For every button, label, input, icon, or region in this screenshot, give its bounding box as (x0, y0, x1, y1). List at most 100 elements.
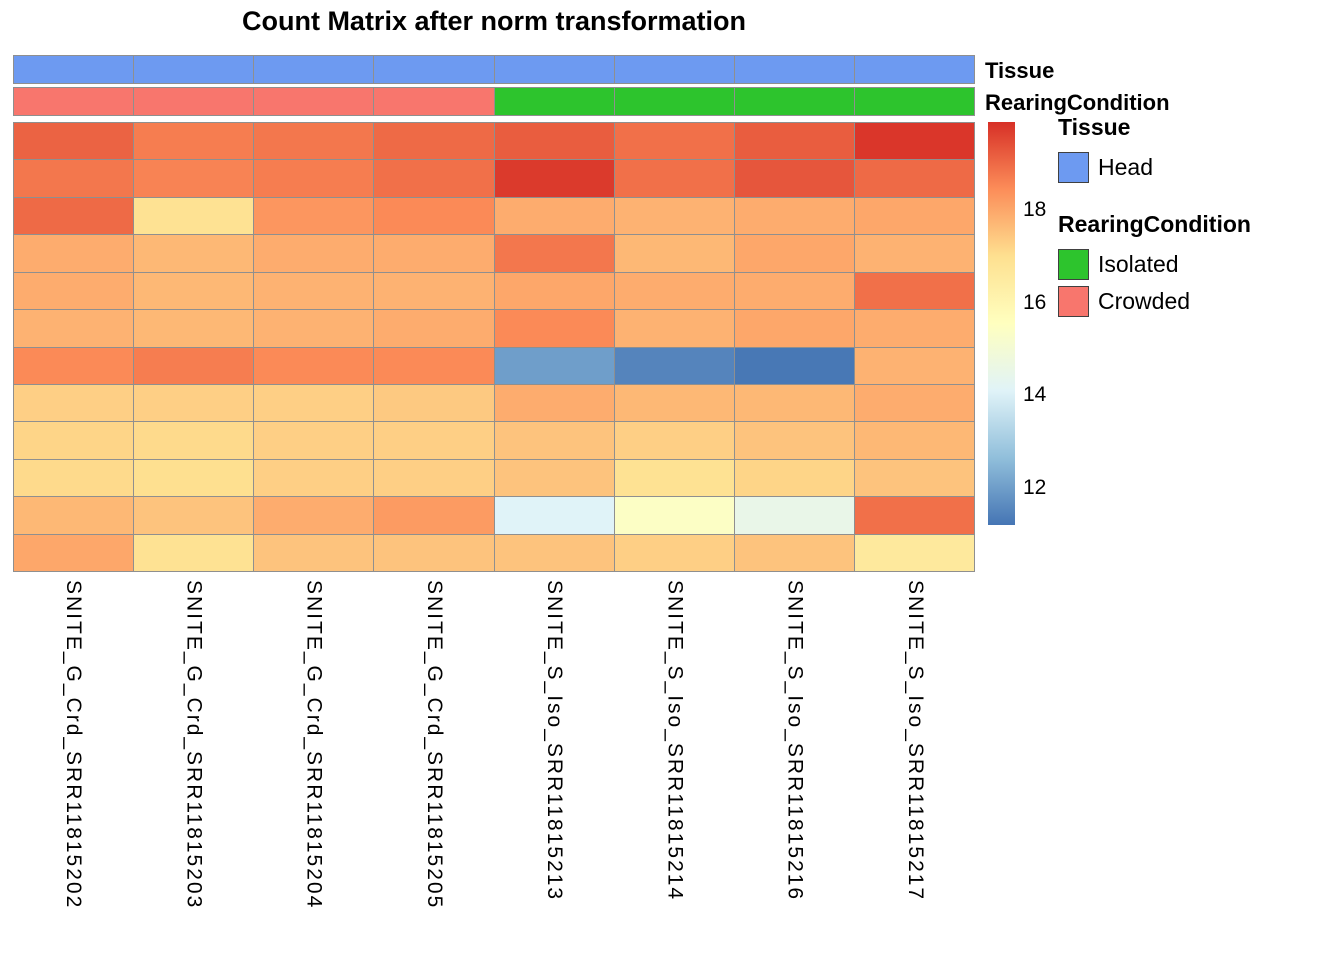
heatmap-cell (614, 459, 734, 497)
annotation-cell (734, 56, 854, 83)
heatmap-cell (614, 235, 734, 272)
heatmap-cell (854, 272, 974, 310)
heatmap-cell (734, 235, 854, 272)
heatmap-cell (734, 123, 854, 160)
rearing-legend-items: Isolated Crowded (1058, 249, 1251, 317)
heatmap-cell (254, 422, 374, 459)
rearing-annotation-bar (13, 87, 975, 116)
heatmap-cell (734, 384, 854, 422)
heatmap-cell (254, 384, 374, 422)
heatmap-cell (254, 310, 374, 347)
heatmap-cell (14, 235, 134, 272)
heatmap-cell (14, 459, 134, 497)
heatmap-cell (494, 123, 614, 160)
column-labels: SNITE_G_Crd_SRR11815202 SNITE_G_Crd_SRR11… (13, 580, 975, 955)
heatmap-grid (13, 122, 975, 572)
column-label: SNITE_S_Iso_SRR11815217 (903, 580, 927, 902)
heatmap-cell (494, 534, 614, 571)
legend-label: Crowded (1098, 288, 1191, 314)
heatmap-cell (374, 235, 494, 272)
heatmap-cell (254, 459, 374, 497)
heatmap-cell (14, 347, 134, 384)
heatmap-cell (854, 160, 974, 197)
annotation-cell (494, 88, 614, 115)
colorbar-tick-label: 12 (1023, 475, 1047, 499)
heatmap-cell (614, 497, 734, 534)
heatmap-cell (614, 310, 734, 347)
heatmap-cell (614, 422, 734, 459)
heatmap-cell (14, 197, 134, 235)
heatmap-cell (854, 197, 974, 235)
heatmap-cell (854, 497, 974, 534)
heatmap-cell (734, 497, 854, 534)
chart-title: Count Matrix after norm transformation (241, 6, 747, 36)
heatmap-cell (854, 123, 974, 160)
heatmap-cell (854, 310, 974, 347)
annotation-cell (374, 56, 494, 83)
heatmap-cell (854, 384, 974, 422)
heatmap-cell (14, 160, 134, 197)
legend-swatch (1058, 249, 1089, 280)
heatmap-cell (614, 384, 734, 422)
heatmap-cell (134, 197, 254, 235)
legend-label: Isolated (1098, 251, 1179, 277)
heatmap-cell (254, 347, 374, 384)
heatmap-cell (374, 534, 494, 571)
heatmap-cell (494, 272, 614, 310)
heatmap-cell (254, 160, 374, 197)
annotation-cell (134, 56, 254, 83)
colorbar (988, 122, 1015, 525)
heatmap-cell (494, 160, 614, 197)
heatmap-cell (494, 310, 614, 347)
heatmap-cell (374, 310, 494, 347)
heatmap-cell (614, 534, 734, 571)
heatmap-cell (734, 310, 854, 347)
heatmap-cell (374, 422, 494, 459)
heatmap-cell (854, 347, 974, 384)
heatmap-cell (494, 384, 614, 422)
heatmap-cell (374, 384, 494, 422)
heatmap-cell (374, 197, 494, 235)
heatmap-cell (254, 123, 374, 160)
heatmap-cell (254, 197, 374, 235)
annotation-cell (494, 56, 614, 83)
heatmap-cell (14, 422, 134, 459)
heatmap-cell (14, 384, 134, 422)
annotation-cell (614, 88, 734, 115)
annotation-cell (14, 88, 134, 115)
column-label: SNITE_G_Crd_SRR11815205 (422, 580, 446, 910)
column-label: SNITE_G_Crd_SRR11815203 (182, 580, 206, 910)
heatmap-cell (14, 534, 134, 571)
column-label: SNITE_G_Crd_SRR11815202 (62, 580, 86, 910)
annotation-cell (254, 56, 374, 83)
annotation-cell (254, 88, 374, 115)
heatmap-cell (494, 347, 614, 384)
annotation-cell (374, 88, 494, 115)
heatmap-cell (14, 123, 134, 160)
heatmap-cell (134, 235, 254, 272)
colorbar-tick-label: 14 (1023, 383, 1047, 407)
heatmap-cell (614, 123, 734, 160)
annotation-cell (854, 56, 974, 83)
heatmap-cell (374, 459, 494, 497)
heatmap-cell (614, 347, 734, 384)
rearing-legend: RearingCondition Isolated Crowded (1058, 211, 1251, 323)
heatmap-cell (134, 384, 254, 422)
heatmap-cell (494, 197, 614, 235)
heatmap-cell (134, 459, 254, 497)
tissue-annotation-label: Tissue (985, 58, 1055, 83)
heatmap-cell (734, 160, 854, 197)
rearing-annotation-label: RearingCondition (985, 90, 1170, 115)
heatmap-cell (494, 235, 614, 272)
heatmap-cell (494, 497, 614, 534)
heatmap-cell (14, 272, 134, 310)
heatmap-cell (614, 272, 734, 310)
tissue-legend-items: Head (1058, 152, 1153, 183)
heatmap-cell (254, 235, 374, 272)
annotation-cell (134, 88, 254, 115)
heatmap-cell (494, 422, 614, 459)
heatmap-cell (854, 459, 974, 497)
tissue-legend: Tissue Head (1058, 114, 1153, 189)
heatmap-cell (854, 534, 974, 571)
